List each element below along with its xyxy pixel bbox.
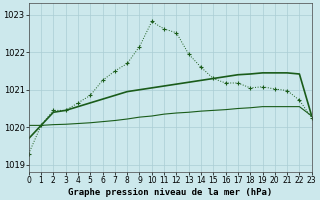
X-axis label: Graphe pression niveau de la mer (hPa): Graphe pression niveau de la mer (hPa)	[68, 188, 272, 197]
